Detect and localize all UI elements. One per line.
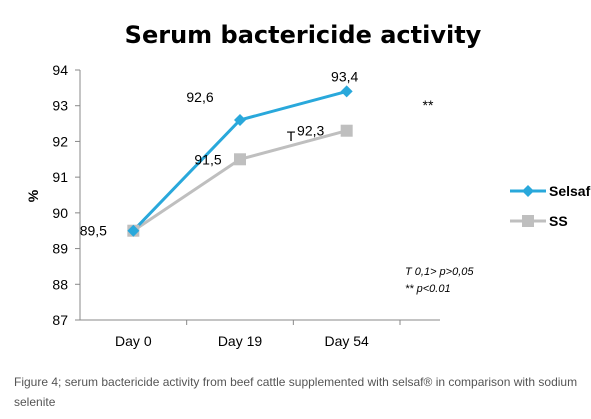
x-tick-label: Day 19 — [218, 333, 263, 349]
y-tick-label: 94 — [52, 62, 68, 78]
figure-caption: Figure 4; serum bactericide activity fro… — [14, 375, 578, 409]
data-label-selsaf: 89,5 — [80, 223, 107, 239]
y-tick-label: 91 — [52, 169, 68, 185]
line-chart: Serum bactericide activity % 87 88 89 90 91 9… — [25, 21, 591, 349]
data-label-selsaf: 92,6 — [186, 89, 213, 105]
chart-title: Serum bactericide activity — [125, 21, 482, 49]
y-axis-label: % — [25, 189, 41, 202]
data-label-selsaf: 93,4 — [331, 68, 358, 84]
y-tick-label: 87 — [52, 312, 68, 328]
legend-label-selsaf: Selsaf — [549, 183, 591, 199]
annotation-t: T — [287, 128, 296, 144]
data-label-ss: 91,5 — [194, 151, 221, 167]
y-tick-label: 90 — [52, 205, 68, 221]
footnote-significance: ** p<0.01 — [405, 283, 451, 295]
legend: Selsaf SS — [510, 183, 591, 229]
y-tick-label: 88 — [52, 276, 68, 292]
data-point-selsaf — [234, 114, 246, 126]
y-tick-label: 93 — [52, 98, 68, 114]
legend-marker-selsaf — [522, 185, 534, 197]
series-markers — [127, 85, 353, 237]
series-line-ss — [132, 129, 348, 232]
x-tick-label: Day 0 — [115, 333, 152, 349]
footnote-t: T 0,1> p>0,05 — [405, 266, 474, 278]
y-tick-label: 92 — [52, 133, 68, 149]
data-labels: 89,5 92,6 93,4 91,5 92,3 — [80, 68, 359, 238]
data-point-ss — [234, 153, 246, 166]
chart-figure: Serum bactericide activity % 87 88 89 90 91 9… — [25, 21, 591, 349]
annotation-significance: ** — [423, 97, 434, 113]
legend-marker-ss — [522, 215, 534, 227]
data-point-selsaf — [340, 85, 353, 98]
data-point-selsaf — [127, 224, 140, 237]
data-label-ss: 92,3 — [297, 123, 324, 139]
legend-label-ss: SS — [549, 213, 568, 229]
x-tick-label: Day 54 — [324, 333, 369, 349]
data-point-ss — [340, 124, 353, 137]
y-tick-label: 89 — [52, 241, 68, 257]
axes: 87 88 89 90 91 92 93 94 Day 0 Day 19 Day 54 — [52, 62, 440, 349]
